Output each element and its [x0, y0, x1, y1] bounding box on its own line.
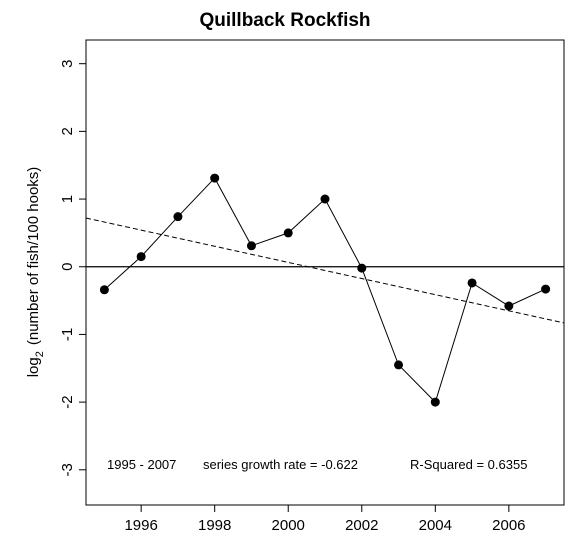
y-tick-label: 1: [59, 195, 76, 203]
y-axis-label: log2 (number of fish/100 hooks): [25, 167, 46, 378]
data-point: [99, 285, 109, 295]
data-point: [210, 173, 220, 183]
y-label-rest: (number of fish/100 hooks): [25, 167, 42, 345]
data-point: [394, 360, 404, 370]
data-point: [283, 228, 293, 238]
y-tick-label: -1: [59, 328, 76, 341]
y-tick-label: -3: [59, 463, 76, 476]
x-tick-label: 2004: [419, 517, 452, 534]
y-tick-label: -2: [59, 395, 76, 408]
data-point: [173, 212, 183, 222]
chart-title: Quillback Rockfish: [199, 10, 370, 31]
trend-line: [85, 217, 565, 324]
data-point: [246, 241, 256, 251]
data-point: [504, 301, 514, 311]
x-tick-label: 1998: [198, 517, 231, 534]
y-tick-label: 3: [59, 60, 76, 68]
x-tick-label: 2000: [272, 517, 305, 534]
x-tick-label: 2006: [492, 517, 525, 534]
y-label-subscript: 2: [34, 351, 46, 357]
y-tick-label: 2: [59, 127, 76, 135]
data-point: [357, 263, 367, 273]
x-tick-label: 2002: [345, 517, 378, 534]
x-tick-label: 1996: [124, 517, 157, 534]
data-point: [136, 252, 146, 262]
annotation: 1995 - 2007: [107, 457, 176, 472]
y-tick-label: 0: [59, 263, 76, 271]
data-point: [430, 397, 440, 407]
annotation: R-Squared = 0.6355: [410, 457, 527, 472]
data-line: [104, 177, 546, 404]
data-point: [320, 194, 330, 204]
data-point: [541, 284, 551, 294]
annotation: series growth rate = -0.622: [203, 457, 358, 472]
data-point: [467, 278, 477, 288]
y-label-base: log: [25, 357, 42, 377]
plot-box: [85, 39, 565, 506]
